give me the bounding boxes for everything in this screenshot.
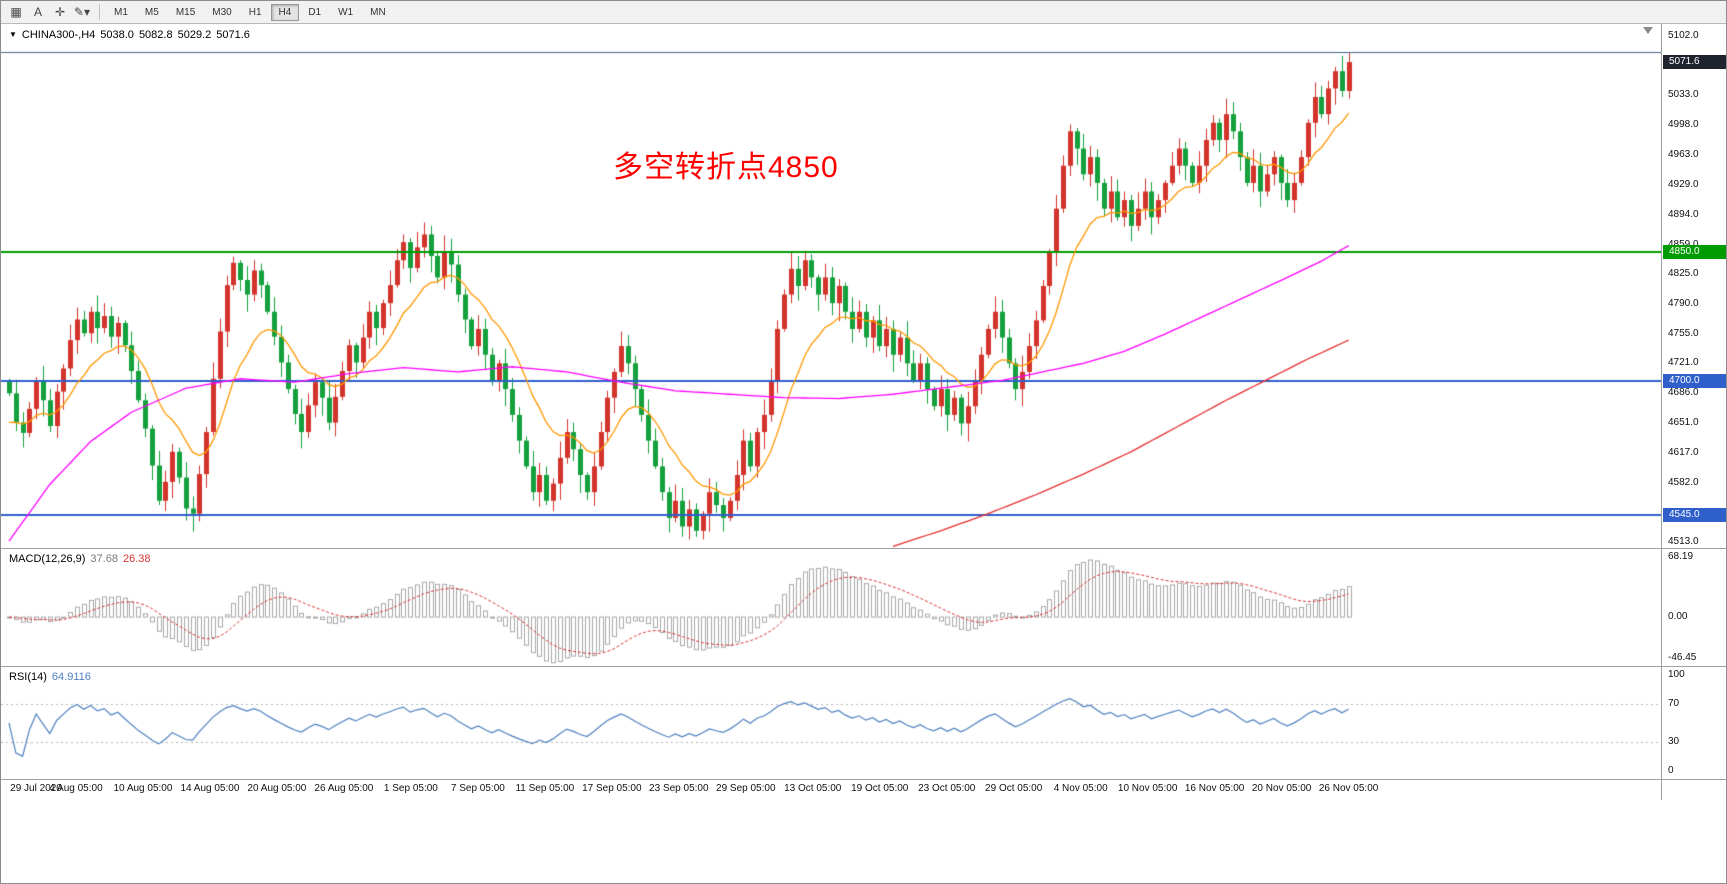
macd-axis-label: 68.19 bbox=[1668, 551, 1694, 562]
toolbar: ▦ A ✛ ✎▾ M1 M5 M15 M30 H1 H4 D1 W1 MN bbox=[1, 1, 1726, 24]
timeframe-button-d1[interactable]: D1 bbox=[308, 6, 322, 18]
price-axis-label: 4859.0 bbox=[1668, 238, 1699, 250]
quote-close: 5071.6 bbox=[216, 29, 250, 41]
time-axis-label: 29 Jul 2020 bbox=[10, 783, 62, 794]
rsi-axis-label: 0 bbox=[1668, 765, 1674, 776]
macd-signal-value: 26.38 bbox=[122, 553, 151, 565]
price-badge-4700.0: 4700.0 bbox=[1663, 374, 1726, 389]
timeframe-button-mn[interactable]: MN bbox=[370, 6, 386, 18]
price-badge-4545.0: 4545.0 bbox=[1663, 507, 1726, 522]
time-axis-label: 19 Oct 05:00 bbox=[851, 783, 909, 794]
time-axis-label: 26 Aug 05:00 bbox=[314, 783, 374, 794]
macd-main-value: 37.68 bbox=[90, 553, 118, 565]
timeframe-button-m30[interactable]: M30 bbox=[212, 6, 232, 18]
price-axis-label: 4686.0 bbox=[1668, 387, 1699, 399]
time-axis-label: 20 Nov 05:00 bbox=[1251, 783, 1312, 794]
price-axis-label: 4513.0 bbox=[1668, 536, 1699, 547]
time-axis-label: 14 Aug 05:00 bbox=[180, 783, 240, 794]
text-tool-button[interactable]: A bbox=[33, 5, 42, 19]
time-axis-label: 4 Nov 05:00 bbox=[1053, 783, 1108, 794]
quote-high: 5082.8 bbox=[138, 29, 173, 41]
timeframe-button-w1[interactable]: W1 bbox=[338, 6, 354, 18]
quote-low: 5029.2 bbox=[177, 29, 212, 41]
chart-grid-icon[interactable]: ▦ bbox=[10, 5, 22, 19]
price-badge-5071.6: 5071.6 bbox=[1663, 55, 1726, 70]
timeframe-button-m5[interactable]: M5 bbox=[144, 6, 159, 18]
price-badge-4850.0: 4850.0 bbox=[1663, 245, 1726, 260]
price-axis-label: 4894.0 bbox=[1668, 208, 1699, 220]
rsi-axis-label: 100 bbox=[1668, 669, 1685, 680]
quote-symbol: CHINA300-,H4 bbox=[21, 29, 96, 41]
time-axis-label: 4 Aug 05:00 bbox=[49, 783, 103, 794]
quote-bar: ▼ CHINA300-,H4 5038.0 5082.8 5029.2 5071.6 bbox=[9, 29, 255, 41]
time-axis-label: 26 Nov 05:00 bbox=[1318, 783, 1379, 794]
toolbar-icons: ▦ A ✛ ✎▾ bbox=[5, 3, 93, 22]
price-axis-label: 4929.0 bbox=[1668, 178, 1699, 190]
price-axis-label: 4721.0 bbox=[1668, 357, 1699, 369]
rsi-axis[interactable]: 100 70 30 0 bbox=[1662, 667, 1726, 779]
price-axis-label: 4582.0 bbox=[1668, 476, 1699, 488]
price-axis[interactable]: 5102.0 5033.0 4998.0 4963.0 4929.0 4894.0 4859… bbox=[1662, 24, 1726, 548]
toolbar-separator bbox=[99, 4, 100, 20]
rsi-value: 64.9116 bbox=[51, 671, 91, 683]
timeframe-button-m1[interactable]: M1 bbox=[114, 6, 128, 18]
time-axis-label: 16 Nov 05:00 bbox=[1184, 783, 1245, 794]
price-axis-label: 4651.0 bbox=[1668, 417, 1699, 429]
time-axis-label: 29 Sep 05:00 bbox=[716, 783, 776, 794]
time-axis-label: 10 Aug 05:00 bbox=[113, 783, 173, 794]
time-axis-label: 13 Oct 05:00 bbox=[784, 783, 842, 794]
timeframe-button-h1[interactable]: H1 bbox=[248, 6, 262, 18]
time-axis-label: 29 Oct 05:00 bbox=[985, 783, 1043, 794]
time-axis-label: 10 Nov 05:00 bbox=[1117, 783, 1178, 794]
time-axis-label: 7 Sep 05:00 bbox=[450, 783, 505, 794]
axis-separator bbox=[1661, 24, 1662, 800]
rsi-indicator-canvas[interactable] bbox=[1, 667, 1661, 779]
rsi-axis-label: 30 bbox=[1668, 736, 1680, 748]
time-axis-label: 17 Sep 05:00 bbox=[582, 783, 642, 794]
time-axis-label: 1 Sep 05:00 bbox=[383, 783, 438, 794]
rsi-name: RSI(14) bbox=[9, 671, 47, 683]
price-axis-label: 4790.0 bbox=[1668, 298, 1699, 310]
panel-separator[interactable] bbox=[1, 779, 1726, 780]
timeframe-button-h4[interactable]: H4 bbox=[270, 3, 300, 21]
price-axis-label: 4755.0 bbox=[1668, 328, 1699, 340]
price-axis-label: 4825.0 bbox=[1668, 267, 1699, 279]
rsi-indicator-label: RSI(14) 64.9116 bbox=[9, 671, 96, 683]
macd-indicator-canvas[interactable] bbox=[1, 549, 1661, 666]
macd-axis-label: 0.00 bbox=[1668, 611, 1688, 623]
panel-separator[interactable] bbox=[1, 666, 1726, 667]
time-axis-label: 20 Aug 05:00 bbox=[247, 783, 307, 794]
timeframe-bar: M1 M5 M15 M30 H1 H4 D1 W1 MN bbox=[106, 3, 395, 21]
macd-axis-label: -46.45 bbox=[1668, 652, 1697, 663]
quote-open: 5038.0 bbox=[100, 29, 134, 41]
time-axis[interactable]: 29 Jul 2020 4 Aug 05:00 10 Aug 05:00 14 Aug… bbox=[1, 780, 1661, 800]
draw-tool-button[interactable]: ✎▾ bbox=[73, 5, 91, 19]
chart-shift-marker[interactable] bbox=[1643, 27, 1653, 34]
time-axis-label: 23 Oct 05:00 bbox=[918, 783, 976, 794]
price-axis-label: 5033.0 bbox=[1668, 89, 1699, 101]
time-axis-label: 23 Sep 05:00 bbox=[649, 783, 709, 794]
panel-separator[interactable] bbox=[1, 548, 1726, 549]
rsi-axis-label: 70 bbox=[1668, 697, 1680, 709]
crosshair-tool-button[interactable]: ✛ bbox=[54, 5, 66, 19]
macd-axis[interactable]: 68.19 0.00 -46.45 bbox=[1662, 549, 1726, 666]
macd-name: MACD(12,26,9) bbox=[9, 553, 86, 565]
timeframe-button-m15[interactable]: M15 bbox=[175, 6, 196, 18]
price-axis-label: 4998.0 bbox=[1668, 119, 1699, 131]
time-axis-label: 11 Sep 05:00 bbox=[515, 783, 575, 794]
price-chart-canvas[interactable] bbox=[1, 24, 1661, 548]
price-axis-label: 4963.0 bbox=[1668, 149, 1699, 161]
symbol-dropdown-icon[interactable]: ▼ bbox=[9, 30, 17, 39]
chart-area: ▼ CHINA300-,H4 5038.0 5082.8 5029.2 5071.6 多空… bbox=[1, 24, 1726, 883]
price-axis-label: 5102.0 bbox=[1668, 30, 1699, 41]
price-axis-label: 4617.0 bbox=[1668, 446, 1699, 458]
chart-annotation-text: 多空转折点4850 bbox=[613, 151, 839, 184]
macd-indicator-label: MACD(12,26,9) 37.68 26.38 bbox=[9, 553, 155, 565]
